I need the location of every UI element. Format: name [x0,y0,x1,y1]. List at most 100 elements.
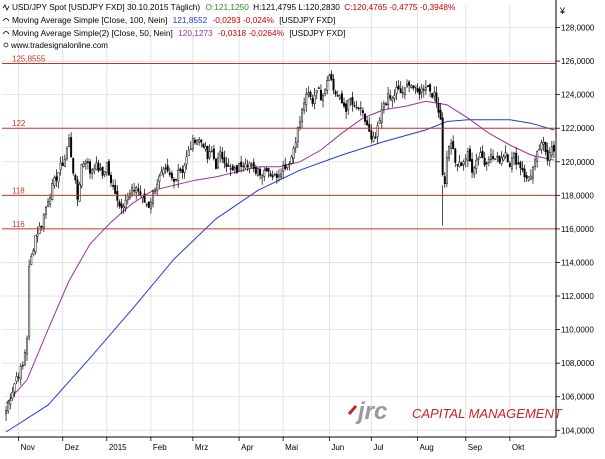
x-tick-label: Okt [512,443,525,452]
x-tick-label: Aug [420,443,434,452]
candle-body [57,172,60,183]
candle-body [47,201,50,207]
candle-body [437,103,440,113]
candle-body [137,188,140,192]
candle-body [485,162,488,164]
candle-body [68,138,71,147]
candle-body [538,149,541,151]
candle-body [471,159,474,173]
candle-body [212,148,215,159]
resistance-line-layer: 125,8555 122 118 116 [2,54,556,230]
candle-body [496,156,499,158]
candle-body [517,162,520,164]
watermark-logo: jrc [355,398,387,425]
x-tick-label: Dez [65,443,79,452]
candle-body [208,151,211,158]
candle-body [229,168,232,170]
candle-body [170,172,173,179]
candle-body [531,167,534,179]
candle-body [468,148,471,162]
x-tick-label: Jul [373,443,383,452]
candle-body [116,191,119,201]
candle-body [433,91,436,97]
candle-body [120,203,123,208]
candle-body [141,195,144,198]
candle-body [481,150,484,158]
candle-body [500,157,503,164]
candle-body [477,157,480,160]
candle-body [250,164,253,166]
candle-body [235,165,238,173]
candle-body [154,190,157,194]
candle-body [502,156,505,161]
candle-body [403,87,406,96]
candle-body [269,173,272,177]
high-low-values: H:121,4795 L:120,2830 [253,2,340,12]
candle-body [534,159,537,167]
candle-body [196,140,199,145]
candle-body [315,89,318,94]
close-change-value: C:120,4765 -0,4775 -0,3948% [344,2,456,12]
candle-body [7,402,10,412]
website-label: www.tradesignalonline.com [10,41,108,50]
candle-body [65,148,68,159]
candle-body [152,191,154,205]
candle-body [246,165,249,167]
candle-body [527,176,530,181]
candle-body [74,175,77,181]
candle-body [34,235,37,253]
candle-body [38,225,41,234]
candle-body [521,167,524,171]
instrument-title: USD/JPY Spot [USDJPY FXD] 30.10.2015 Täg… [12,2,200,12]
candle-body [206,146,209,160]
candle-body [277,174,280,177]
x-tick-label: Jun [331,443,344,452]
ma50-line [5,100,555,404]
x-tick-label: Mrz [195,443,208,452]
ma50-symbol: [USDJPY FXD] [289,28,345,38]
watermark: jrc CAPITAL MANAGEMENT [347,398,563,425]
candle-body [460,162,463,166]
candle-body [296,127,299,143]
candle-body [193,139,196,144]
moving-average-layer [5,100,555,433]
candle-body [424,87,427,91]
candle-body [49,196,52,205]
y-tick-label: 106,0000 [561,393,595,402]
candle-body [282,165,285,173]
svg-text:Moving Average Simple [Close,: Moving Average Simple [Close, 100, Nein]… [12,15,335,25]
candle-body [26,338,29,355]
candle-body [5,409,8,414]
candle-body [15,376,18,382]
candle-body [265,168,268,172]
y-tick-label: 108,0000 [561,359,595,368]
candle-body [313,94,316,104]
candle-body [395,87,398,94]
candle-body [387,93,390,106]
candle-body [70,137,73,158]
candle-body [355,107,358,109]
candle-body [86,161,89,163]
candle-body [76,179,79,200]
candle-body [82,163,85,167]
candle-body [515,152,518,165]
candle-body [483,157,486,166]
candle-body [162,168,165,174]
candle-body [494,158,497,160]
y-tick-label: 128,0000 [561,23,595,32]
web-icon [3,42,9,48]
candle-body [456,164,459,166]
candle-body [53,177,56,186]
candle-body [399,88,402,94]
candle-body [303,102,306,111]
ma50-label: Moving Average Simple(2) [Close, 50, Nei… [12,28,173,38]
candle-body [179,168,182,171]
resistance-label: 118 [12,186,25,195]
candle-body [42,214,45,229]
candle-body [214,158,217,169]
candle-body [210,150,213,152]
candle-body [271,175,274,178]
candle-body [221,151,224,160]
candle-body [357,107,360,110]
